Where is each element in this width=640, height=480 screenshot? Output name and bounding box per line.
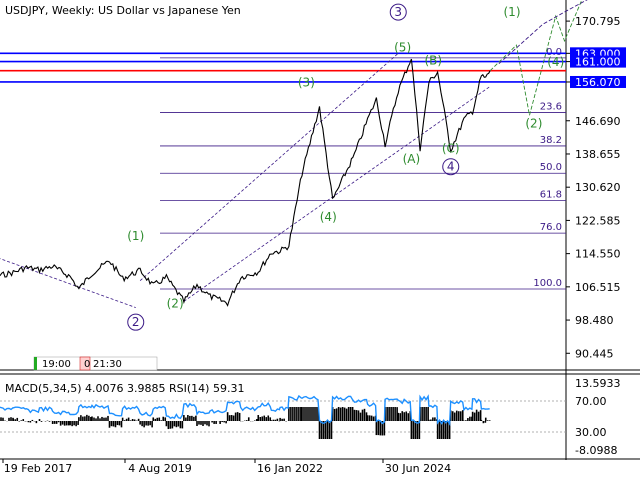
wave-label: (5) [394, 40, 411, 54]
price-pane[interactable] [0, 0, 566, 370]
indicator-tick-label: -8.0988 [575, 444, 617, 457]
channel-lower-line[interactable] [183, 86, 491, 302]
time-marker-end: 21:30 [93, 359, 122, 370]
price-label-box [570, 55, 626, 68]
trend-lines [0, 0, 588, 308]
rsi-line [0, 394, 490, 427]
wave-circle [389, 3, 407, 21]
time-marker-current: 0 [84, 359, 90, 370]
indicator-tick-label: 13.5933 [575, 377, 621, 390]
wave-label: (3) [298, 75, 315, 89]
price-tick-label: 156.070 [575, 76, 621, 89]
price-tick-label: 90.445 [575, 347, 614, 360]
wave-label: (C) [442, 142, 460, 156]
indicator-series: 13.5933 70.00 30.00 -8.0988 [0, 377, 621, 457]
time-marker-strip[interactable]: 19:00 0 21:30 [33, 356, 158, 371]
chart-title: USDJPY, Weekly: US Dollar vs Japanese Ye… [5, 4, 241, 17]
fib-level-label: 76.0 [540, 222, 562, 233]
fib-level-label: 38.2 [540, 135, 562, 146]
time-marker-start: 19:00 [42, 359, 71, 370]
wave-label: 3 [394, 5, 402, 19]
wave-circle [127, 313, 145, 331]
fib-level-label: 23.6 [540, 101, 562, 112]
time-tick-label: 16 Jan 2022 [257, 462, 323, 475]
wave-label: 2 [132, 315, 140, 329]
price-tick-label: 170.795 [575, 15, 621, 28]
channel-upper-line[interactable] [139, 53, 399, 282]
fibonacci-levels: 0.0 23.6 38.2 50.0 61.8 76.0 100.0 [160, 47, 566, 290]
price-tick-label: 114.550 [575, 248, 621, 261]
indicator-tick-label: 30.00 [575, 426, 607, 439]
price-label-box [570, 75, 626, 88]
price-tick-label: 138.655 [575, 148, 621, 161]
wave-label: (4) [320, 210, 337, 224]
price-axis: 170.795163.000161.000156.070146.690138.6… [566, 15, 626, 360]
wave-label: (2) [525, 117, 542, 131]
old-downtrend-line[interactable] [0, 248, 136, 308]
price-tick-label: 106.515 [575, 281, 621, 294]
price-tick-label: 130.620 [575, 181, 621, 194]
price-tick-label: 146.690 [575, 115, 621, 128]
wave-circle [442, 158, 460, 176]
indicator-title: MACD(5,34,5) 4.0076 3.9885 RSI(14) 59.31 [5, 382, 244, 395]
wave-projection-path[interactable] [489, 0, 583, 116]
session-start-marker [34, 357, 37, 370]
price-tick-label: 98.480 [575, 314, 614, 327]
indicator-tick-label: 70.00 [575, 395, 607, 408]
wave-label: (1) [127, 229, 144, 243]
time-tick-label: 4 Aug 2019 [128, 462, 191, 475]
price-tick-label: 122.585 [575, 214, 621, 227]
wave-label: (A) [403, 152, 421, 166]
wave-label: (B) [424, 53, 442, 67]
time-tick-label: 19 Feb 2017 [4, 462, 72, 475]
wave-label: (4) [547, 55, 564, 69]
current-time-marker [79, 356, 91, 371]
fib-level-label: 0.0 [546, 47, 562, 58]
wave-label: 4 [447, 160, 455, 174]
price-series [0, 58, 491, 307]
fib-level-label: 61.8 [540, 190, 562, 201]
price-tick-label: 161.000 [575, 56, 621, 69]
horizontal-levels [0, 52, 566, 83]
time-axis: 19 Feb 2017 4 Aug 2019 16 Jan 2022 30 Jun 2… [2, 459, 451, 475]
price-line[interactable] [0, 58, 491, 307]
fib-level-label: 50.0 [540, 162, 562, 173]
time-tick-label: 30 Jun 2024 [385, 462, 451, 475]
wave-label: (1) [504, 5, 521, 19]
fib-level-label: 100.0 [533, 278, 562, 289]
wave-label: (2) [167, 297, 184, 311]
wave-labels: (1) 2 (2) (3) (4) 3 (5) (B) (A) (C) 4 (1) (4) (2) [127, 3, 564, 331]
